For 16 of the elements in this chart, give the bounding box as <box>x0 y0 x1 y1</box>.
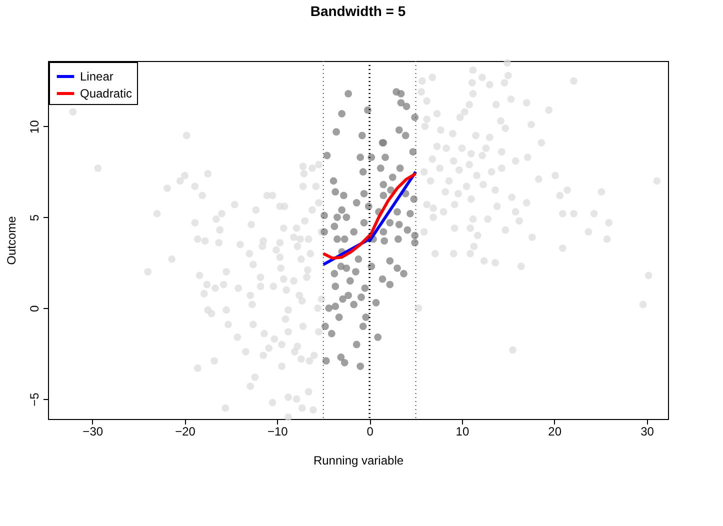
y-tick-label: 10 <box>28 120 42 134</box>
legend-label: Linear <box>80 70 114 84</box>
x-tick-label: −30 <box>82 424 104 438</box>
legend-label: Quadratic <box>80 86 132 100</box>
x-tick-label: 30 <box>640 424 654 438</box>
y-axis-title: Outcome <box>4 216 18 265</box>
y-tick-label: 5 <box>28 214 42 222</box>
x-tick-label: 10 <box>456 424 470 438</box>
x-axis-title: Running variable <box>313 454 404 468</box>
x-tick-label: −10 <box>267 424 288 438</box>
x-tick-label: 20 <box>548 424 562 438</box>
y-tick-label: −5 <box>28 392 42 406</box>
y-tick-label: 0 <box>28 304 42 312</box>
x-tick-label: 0 <box>366 424 374 438</box>
chart-title: Bandwidth = 5 <box>310 3 406 20</box>
x-tick-label: −20 <box>175 424 196 438</box>
